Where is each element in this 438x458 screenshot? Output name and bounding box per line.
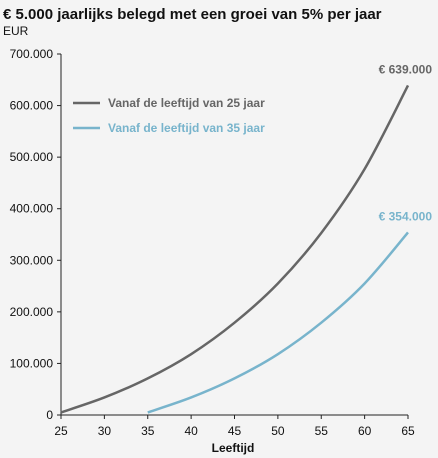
x-tick-label: 65 — [401, 424, 415, 438]
legend: Vanaf de leeftijd van 25 jaar Vanaf de le… — [73, 96, 265, 135]
y-tick-label: 300.000 — [10, 253, 54, 267]
x-tick-label: 35 — [141, 424, 155, 438]
series-1-end-label: € 639.000 — [379, 62, 433, 76]
x-ticks: 25 30 35 40 45 50 55 60 65 — [54, 415, 415, 438]
x-tick-label: 40 — [184, 424, 198, 438]
y-ticks: 0 100.000 200.000 300.000 400.000 500.000 600.… — [10, 47, 61, 422]
x-tick-label: 25 — [54, 424, 68, 438]
y-tick-label: 0 — [46, 408, 53, 422]
series-line-1 — [60, 84, 410, 414]
y-tick-label: 100.000 — [10, 356, 54, 370]
series-layer: € 639.000 € 354.000 — [60, 62, 433, 414]
legend-label-1: Vanaf de leeftijd van 25 jaar — [108, 96, 265, 110]
legend-label-2: Vanaf de leeftijd van 35 jaar — [108, 121, 265, 135]
x-tick-label: 55 — [315, 424, 329, 438]
x-tick-label: 60 — [358, 424, 372, 438]
chart-title: € 5.000 jaarlijks belegd met een groei v… — [3, 6, 382, 23]
x-axis-title: Leeftijd — [212, 441, 255, 455]
y-tick-label: 400.000 — [10, 202, 54, 216]
y-tick-label: 200.000 — [10, 305, 54, 319]
x-tick-label: 45 — [228, 424, 242, 438]
unit-label: EUR — [3, 24, 29, 38]
y-tick-label: 500.000 — [10, 150, 54, 164]
x-tick-label: 30 — [98, 424, 112, 438]
x-tick-label: 50 — [271, 424, 285, 438]
series-line-2 — [147, 231, 409, 414]
y-tick-label: 600.000 — [10, 99, 54, 113]
series-2-end-label: € 354.000 — [379, 209, 433, 223]
y-tick-label: 700.000 — [10, 47, 54, 61]
